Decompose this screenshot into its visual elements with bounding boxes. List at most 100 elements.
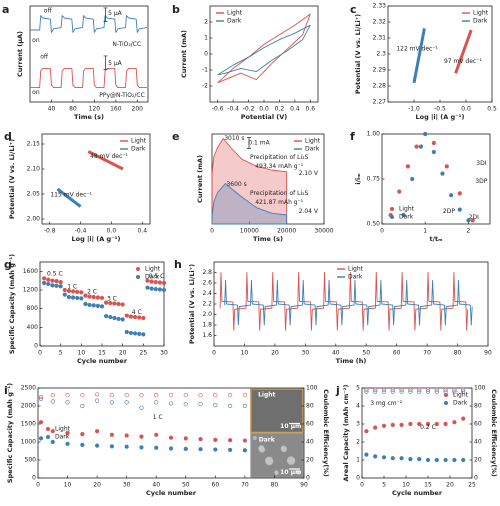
point [104, 314, 109, 319]
hollow-point [373, 389, 378, 394]
y2-axis-label: Coulombic Efficiency(%) [322, 389, 330, 477]
legend-label: Light [145, 266, 161, 273]
point [431, 140, 436, 146]
area [211, 183, 288, 225]
x-tick-label: 120 [89, 106, 101, 113]
point [87, 302, 92, 308]
y-tick-label: 2.10 [27, 166, 41, 173]
x-tick-label: 25 [468, 482, 476, 489]
point [58, 284, 63, 289]
panel-label: f [350, 130, 355, 143]
x-tick-label: 90 [484, 350, 492, 357]
point [213, 447, 218, 452]
y-tick-label: 2.31 [373, 35, 387, 42]
point [440, 171, 445, 176]
x-tick-label: 0.0 [259, 106, 269, 113]
x-tick-label: 0 [380, 228, 384, 235]
x-tick-label: 0.2 [275, 106, 285, 113]
point [149, 279, 154, 284]
point [470, 218, 475, 223]
panel: h 0 10 20 30 40 50 60 70 80 90 1.6 1.8 2.0 2.2 2.4 2.6 2.… [174, 258, 492, 365]
hollow-point [50, 393, 55, 398]
y-tick-label: 2.3 [376, 51, 386, 58]
y2-tick-label: 40 [474, 439, 482, 446]
point [46, 281, 51, 287]
point [417, 457, 422, 462]
x-tick-label: 40 [48, 106, 56, 113]
hollow-point [364, 387, 369, 392]
sem-image [250, 388, 304, 434]
x-tick-label: 160 [110, 106, 122, 113]
hollow-point [183, 393, 188, 398]
y-axis-label: Potential (V vs. Li/Li⁺) [188, 264, 196, 344]
hollow-point [168, 393, 174, 398]
y-axis-label: Potential (V vs. Li/Li⁺) [354, 14, 362, 94]
x-tick-label: -0.5 [434, 106, 446, 113]
point [104, 300, 109, 305]
y2-tick-label: 100 [306, 385, 318, 392]
y-tick-label: 2.27 [373, 99, 387, 106]
y-tick-label: 2.28 [373, 83, 387, 90]
point [54, 279, 59, 284]
y-axis-label: Areal Capacity (mAh cm⁻²) [342, 385, 350, 482]
x-tick-label: 20 [271, 350, 279, 357]
x-tick-label: 70 [241, 482, 249, 489]
point [38, 436, 44, 441]
x-tick-label: 0 [212, 350, 216, 357]
sem-texture [296, 469, 301, 474]
hollow-point [425, 387, 431, 392]
y2-tick-label: 60 [306, 421, 314, 428]
point [157, 280, 162, 285]
point [401, 212, 406, 218]
y-tick-label: 2.15 [27, 141, 41, 148]
point [381, 423, 387, 428]
hollow-point [452, 387, 457, 392]
y-tick-label: 2.00 [27, 216, 41, 223]
point [425, 457, 431, 463]
point [50, 439, 55, 445]
point [62, 287, 67, 293]
point [466, 218, 471, 223]
point [65, 441, 70, 446]
point [373, 454, 378, 459]
x-tick-label: 50 [362, 350, 370, 357]
x-tick-label: 5 [59, 350, 63, 357]
point [95, 443, 100, 448]
annotation: on [32, 37, 40, 44]
y2-tick-label: 20 [306, 457, 314, 464]
x-tick-label: 50 [182, 482, 190, 489]
hollow-point [434, 387, 439, 392]
hollow-point [38, 396, 44, 401]
x-tick-label: 0 [360, 482, 364, 489]
point [381, 455, 387, 460]
legend-label: Light [473, 10, 489, 17]
plot-frame [361, 387, 473, 479]
y2-tick-label: 40 [306, 439, 314, 446]
point [80, 431, 85, 437]
legend-swatch [136, 267, 140, 271]
hollow-point [408, 387, 413, 392]
point [410, 176, 415, 182]
plot-frame [29, 5, 149, 103]
panel: g 0 5 10 15 20 25 30 0 400 800 1200 1600 Cycle number… [4, 254, 168, 365]
point [112, 301, 117, 306]
y-tick-label: 0 [204, 51, 208, 58]
y2-tick-label: 80 [306, 403, 314, 410]
point [95, 295, 100, 300]
legend-label: Light [131, 138, 147, 145]
point [161, 280, 167, 286]
x-axis-label: Time (s) [74, 113, 104, 121]
x-tick-label: -0.4 [227, 106, 239, 113]
legend-label: Dark [399, 214, 414, 221]
panel: b -0.6 -0.4 -0.2 0.0 0.2 0.4 0.6 -2 -1 0 1 2 Potentia… [172, 3, 319, 121]
point [425, 421, 431, 427]
hollow-point [364, 389, 369, 394]
legend-swatch [390, 215, 394, 219]
point [128, 330, 134, 336]
point [408, 421, 413, 427]
x-tick-label: 0.6 [306, 106, 316, 113]
point [139, 434, 144, 439]
legend-swatch [390, 207, 394, 211]
x-tick-label: 0.5 [487, 106, 497, 113]
hollow-point [381, 389, 387, 394]
